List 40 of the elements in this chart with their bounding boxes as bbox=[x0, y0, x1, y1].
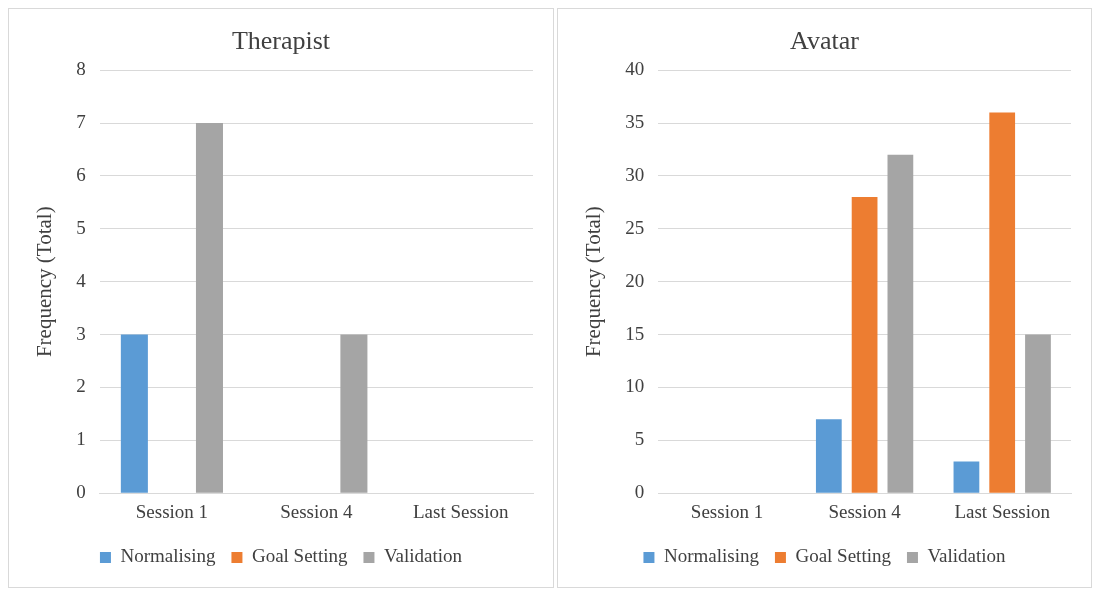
y-tick-label: 30 bbox=[625, 163, 645, 185]
y-tick-label: 15 bbox=[625, 322, 645, 344]
y-tick-label: 0 bbox=[76, 481, 86, 503]
y-tick-label: 1 bbox=[76, 428, 86, 450]
x-tick-label: Session 4 bbox=[280, 500, 353, 522]
bar bbox=[989, 112, 1016, 493]
y-tick-label: 4 bbox=[76, 269, 87, 291]
y-tick-label: 5 bbox=[634, 428, 645, 450]
bar bbox=[815, 419, 842, 493]
y-tick-label: 40 bbox=[625, 58, 645, 80]
legend-label: Validation bbox=[383, 545, 463, 567]
y-axis-title: Frequency (Total) bbox=[32, 206, 57, 358]
y-tick-label: 35 bbox=[625, 111, 645, 133]
y-tick-label: 20 bbox=[625, 269, 645, 291]
chart-title: Avatar bbox=[790, 26, 860, 56]
bar bbox=[1025, 334, 1051, 493]
y-tick-label: 0 bbox=[634, 481, 645, 503]
legend-label: Normalising bbox=[120, 545, 216, 567]
y-tick-label: 25 bbox=[625, 216, 645, 238]
y-tick-label: 10 bbox=[625, 375, 645, 397]
y-tick-label: 8 bbox=[76, 58, 86, 80]
bar bbox=[953, 461, 980, 493]
y-axis-title: Frequency (Total) bbox=[581, 206, 606, 358]
legend-label: Validation bbox=[927, 545, 1007, 567]
legend-label: Goal Setting bbox=[795, 545, 892, 567]
x-tick-label: Last Session bbox=[954, 500, 1051, 522]
x-tick-label: Session 1 bbox=[135, 500, 209, 522]
y-tick-label: 2 bbox=[76, 375, 86, 397]
x-tick-label: Session 1 bbox=[690, 500, 764, 522]
bar bbox=[887, 154, 914, 493]
legend-label: Normalising bbox=[663, 545, 760, 567]
y-tick-label: 7 bbox=[76, 111, 86, 133]
x-tick-label: Last Session bbox=[413, 500, 510, 522]
x-tick-label: Session 4 bbox=[828, 500, 902, 522]
y-tick-label: 6 bbox=[76, 163, 86, 185]
y-tick-label: 5 bbox=[76, 216, 86, 238]
bar bbox=[851, 197, 878, 493]
legend-label: Goal Setting bbox=[251, 545, 348, 567]
y-tick-label: 3 bbox=[76, 322, 86, 344]
chart-title: Therapist bbox=[231, 26, 331, 56]
